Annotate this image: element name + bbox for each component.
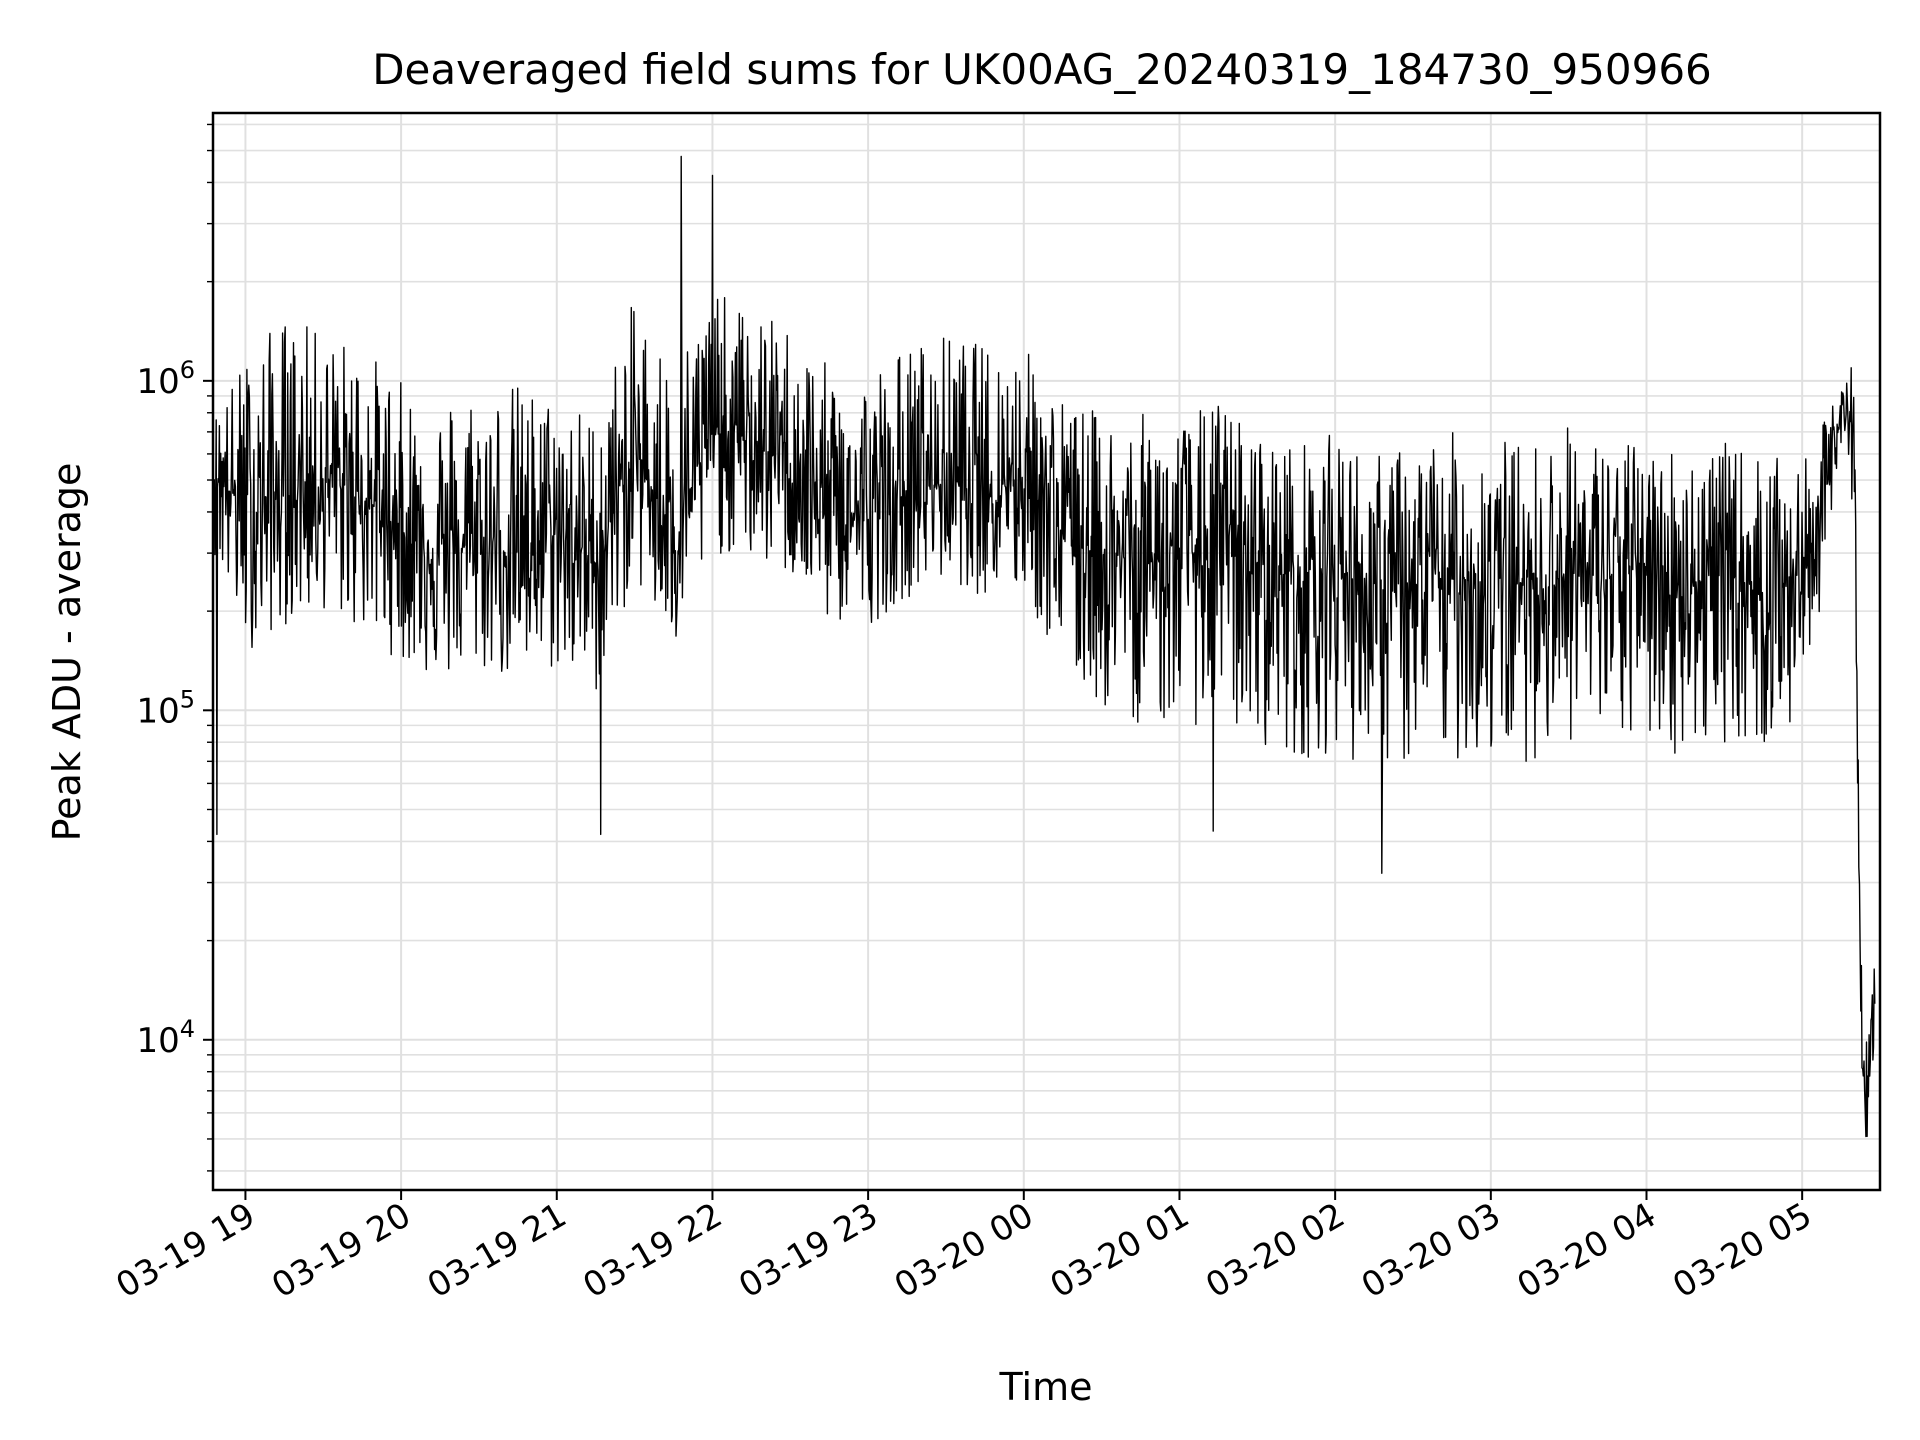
y-tick-base: 10 <box>136 1021 179 1061</box>
y-axis-label: Peak ADU - average <box>45 463 89 842</box>
y-tick-exponent: 6 <box>180 356 195 384</box>
y-tick-label: 105 <box>136 685 195 731</box>
y-tick-label: 106 <box>136 356 195 402</box>
series-line <box>213 155 1876 1138</box>
data-series <box>213 155 1876 1138</box>
x-axis-label: Time <box>999 1365 1093 1409</box>
y-tick-exponent: 5 <box>180 685 195 713</box>
y-tick-base: 10 <box>136 362 179 402</box>
y-tick-exponent: 4 <box>180 1015 195 1043</box>
plot-frame <box>211 111 1882 1192</box>
y-tick-label: 104 <box>136 1015 195 1061</box>
chart-title: Deaveraged field sums for UK00AG_2024031… <box>372 45 1712 94</box>
y-tick-base: 10 <box>136 691 179 731</box>
